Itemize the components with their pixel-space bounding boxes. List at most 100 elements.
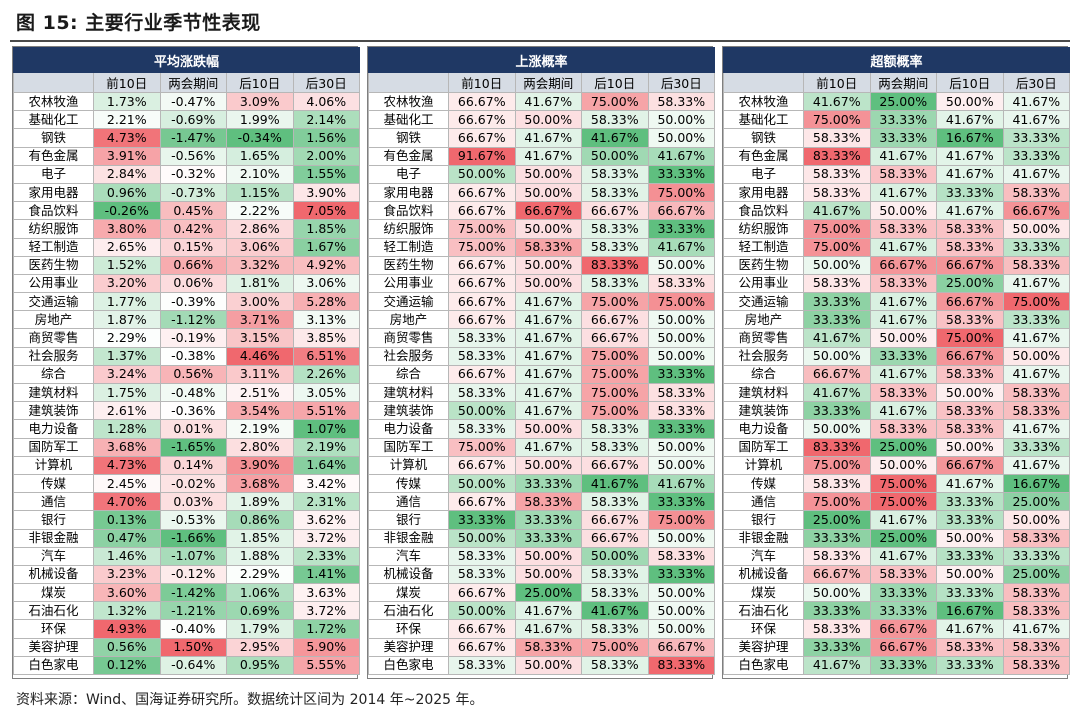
value-cell: 3.68% (93, 437, 161, 457)
industry-label: 美容护理 (368, 637, 449, 657)
value-cell: 58.33% (581, 655, 649, 676)
industry-label: 公用事业 (13, 273, 94, 294)
value-cell: 1.79% (226, 619, 294, 639)
value-cell: 33.33% (936, 583, 1004, 603)
table-row: 纺织服饰 75.00% 58.33% 58.33% 50.00% (723, 219, 1071, 239)
value-cell: 3.32% (226, 255, 294, 275)
value-cell: 5.51% (292, 401, 360, 421)
industry-label: 建筑材料 (13, 382, 94, 403)
value-cell: 2.51% (226, 382, 294, 403)
table-row: 医药生物 1.52% 0.66% 3.32% 4.92% (13, 255, 360, 275)
table-row: 建筑材料 1.75% -0.48% 2.51% 3.05% (13, 382, 360, 403)
value-cell: 0.66% (159, 255, 227, 275)
table-row: 建筑装饰 50.00% 41.67% 75.00% 58.33% (368, 401, 716, 421)
value-cell: 41.67% (514, 619, 582, 639)
value-cell: 4.73% (93, 455, 161, 475)
value-cell: 2.95% (226, 637, 294, 657)
value-cell: 33.33% (1002, 310, 1071, 330)
value-cell: 66.67% (448, 619, 516, 639)
value-cell: 66.67% (448, 273, 516, 294)
value-cell: 1.32% (93, 601, 161, 621)
value-cell: 50.00% (936, 382, 1004, 403)
table-row: 美容护理 33.33% 66.67% 58.33% 58.33% (723, 637, 1071, 657)
value-cell: 50.00% (1002, 219, 1071, 239)
value-cell: -0.02% (159, 473, 227, 494)
industry-label: 商贸零售 (368, 328, 449, 348)
industry-label: 食品饮料 (13, 201, 94, 221)
industry-label: 通信 (13, 492, 94, 512)
column-header: 后10日 (936, 72, 1004, 93)
table-row: 医药生物 66.67% 50.00% 83.33% 50.00% (368, 255, 716, 275)
value-cell: 1.81% (226, 273, 294, 294)
industry-label: 纺织服饰 (723, 219, 804, 239)
value-cell: 3.90% (226, 455, 294, 475)
value-cell: 75.00% (581, 292, 649, 312)
value-cell: 41.67% (803, 328, 871, 348)
value-cell: 58.33% (1002, 583, 1071, 603)
industry-label: 轻工制造 (13, 237, 94, 257)
value-cell: 3.13% (292, 310, 360, 330)
value-cell: 2.86% (226, 219, 294, 239)
value-cell: 58.33% (1002, 528, 1071, 548)
industry-label: 煤炭 (368, 583, 449, 603)
value-cell: 75.00% (803, 110, 871, 130)
value-cell: 41.67% (514, 146, 582, 166)
table-row: 白色家电 0.12% -0.64% 0.95% 5.55% (13, 655, 360, 676)
value-cell: 58.33% (936, 419, 1004, 439)
value-cell: 66.67% (448, 91, 516, 112)
value-cell: -0.73% (159, 182, 227, 203)
industry-label: 计算机 (723, 455, 804, 475)
value-cell: 58.33% (448, 419, 516, 439)
table-row: 轻工制造 2.65% 0.15% 3.06% 1.67% (13, 237, 360, 257)
table-row: 石油石化 50.00% 41.67% 41.67% 50.00% (368, 601, 716, 621)
value-cell: 1.73% (93, 91, 161, 112)
value-cell: 2.26% (292, 364, 360, 385)
value-cell: 66.67% (581, 201, 649, 221)
column-header: 前10日 (93, 72, 161, 93)
panel-up-probability: 上涨概率 前10日 两会期间 后10日 后30日 农林牧渔 66.67% 41.67% 75.0… (367, 46, 716, 679)
value-cell: -0.40% (159, 619, 227, 639)
value-cell: 3.23% (93, 564, 161, 585)
industry-label: 食品饮料 (723, 201, 804, 221)
value-cell: 50.00% (647, 110, 716, 130)
value-cell: 3.06% (226, 237, 294, 257)
value-cell: 25.00% (869, 528, 937, 548)
table-row: 电力设备 58.33% 50.00% 58.33% 33.33% (368, 419, 716, 439)
up-panel-title: 上涨概率 (367, 47, 716, 73)
value-cell: 58.33% (448, 328, 516, 348)
value-cell: 50.00% (581, 146, 649, 166)
value-cell: 33.33% (647, 364, 716, 385)
table-row: 公用事业 66.67% 50.00% 58.33% 58.33% (368, 273, 716, 294)
industry-label: 计算机 (368, 455, 449, 475)
table-row: 国防军工 83.33% 25.00% 50.00% 33.33% (723, 437, 1071, 457)
industry-label: 家用电器 (368, 182, 449, 203)
value-cell: 1.88% (226, 546, 294, 566)
table-row: 白色家电 58.33% 50.00% 58.33% 83.33% (368, 655, 716, 676)
value-cell: 2.33% (292, 546, 360, 566)
value-cell: 50.00% (514, 255, 582, 275)
table-row: 环保 58.33% 66.67% 41.67% 41.67% (723, 619, 1071, 639)
value-cell: 33.33% (869, 601, 937, 621)
value-cell: 33.33% (803, 528, 871, 548)
table-row: 银行 0.13% -0.53% 0.86% 3.62% (13, 510, 360, 530)
column-header: 后10日 (581, 72, 649, 93)
value-cell: 66.67% (448, 455, 516, 475)
value-cell: 58.33% (1002, 655, 1071, 676)
value-cell: 50.00% (869, 328, 937, 348)
value-cell: 58.33% (581, 273, 649, 294)
industry-label: 机械设备 (13, 564, 94, 585)
industry-label: 有色金属 (368, 146, 449, 166)
value-cell: 0.14% (159, 455, 227, 475)
table-row: 钢铁 4.73% -1.47% -0.34% 1.56% (13, 128, 360, 148)
industry-label: 计算机 (13, 455, 94, 475)
industry-label: 煤炭 (13, 583, 94, 603)
industry-label: 石油石化 (723, 601, 804, 621)
industry-label: 非银金融 (723, 528, 804, 548)
value-cell: 50.00% (514, 655, 582, 676)
value-cell: 58.33% (869, 219, 937, 239)
industry-label: 建筑装饰 (368, 401, 449, 421)
value-cell: 66.67% (514, 201, 582, 221)
industry-label: 商贸零售 (13, 328, 94, 348)
value-cell: 41.67% (1002, 455, 1071, 475)
table-row: 钢铁 66.67% 41.67% 41.67% 50.00% (368, 128, 716, 148)
